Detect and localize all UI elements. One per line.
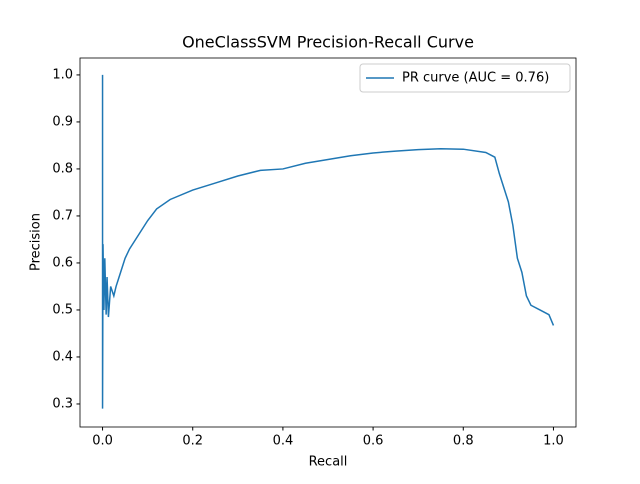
y-tick-label: 0.9 [52, 114, 73, 129]
chart-title: OneClassSVM Precision-Recall Curve [182, 33, 474, 52]
legend-box [359, 63, 571, 93]
y-tick-label: 1.0 [52, 67, 73, 82]
y-tick-label: 0.4 [52, 349, 73, 364]
y-tick-label: 0.3 [52, 396, 73, 411]
legend-label: PR curve (AUC = 0.76) [402, 71, 549, 86]
y-tick-label: 0.8 [52, 161, 73, 176]
x-tick-label: 0.2 [182, 434, 203, 449]
y-axis-label: Precision [29, 213, 44, 271]
line-series [101, 74, 555, 409]
x-tick-label: 0.0 [92, 434, 113, 449]
y-tick-label: 0.7 [52, 208, 73, 223]
x-tick-label: 0.6 [363, 434, 384, 449]
plot-frame [79, 57, 577, 428]
x-tick-label: 0.4 [273, 434, 294, 449]
y-tick-label: 0.6 [52, 255, 73, 270]
x-tick-label: 1.0 [543, 434, 564, 449]
x-tick-label: 0.8 [453, 434, 474, 449]
y-tick-label: 0.5 [52, 302, 73, 317]
x-axis-label: Recall [309, 455, 348, 470]
